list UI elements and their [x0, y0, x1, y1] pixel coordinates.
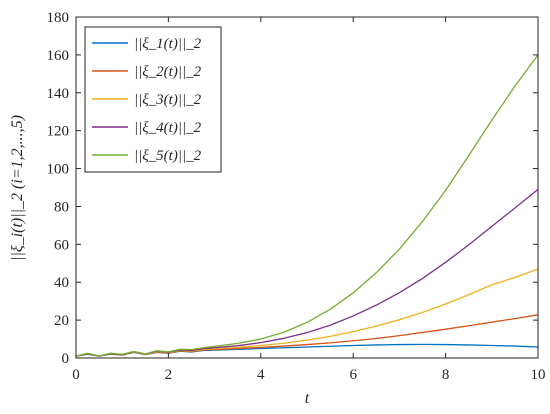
- y-tick-label: 100: [47, 162, 70, 178]
- y-tick-label: 0: [62, 351, 70, 367]
- y-tick-label: 180: [47, 10, 70, 26]
- y-tick-label: 120: [47, 124, 70, 140]
- y-tick-label: 20: [54, 313, 69, 329]
- ticks: [75, 16, 539, 359]
- y-axis-title: ||ξ_i(t)||_2 (i=1,2,...,5): [9, 115, 26, 261]
- x-tick-label: 0: [72, 367, 80, 383]
- legend-label: ||ξ_3(t)||_2: [134, 92, 202, 108]
- plot-frame: [75, 16, 539, 359]
- series-line-3: [75, 268, 539, 357]
- y-tick-label: 80: [54, 199, 69, 215]
- x-tick-label: 8: [442, 367, 450, 383]
- x-tick-label: 2: [165, 367, 173, 383]
- y-tick-label: 40: [54, 275, 69, 291]
- series-line-4: [75, 188, 539, 357]
- y-tick-label: 160: [47, 48, 70, 64]
- x-tick-label: 6: [349, 367, 357, 383]
- x-axis-title: t: [305, 390, 310, 407]
- series-line-5: [75, 54, 539, 357]
- legend-label: ||ξ_1(t)||_2: [134, 36, 202, 52]
- plot-lines: [75, 54, 539, 357]
- legend-label: ||ξ_4(t)||_2: [134, 120, 202, 136]
- legend-label: ||ξ_2(t)||_2: [134, 64, 202, 80]
- x-tick-label: 10: [531, 367, 546, 383]
- x-tick-label: 4: [257, 367, 265, 383]
- y-tick-label: 140: [47, 86, 70, 102]
- y-tick-label: 60: [54, 237, 69, 253]
- legend-label: ||ξ_5(t)||_2: [134, 148, 202, 164]
- legend: ||ξ_1(t)||_2 ||ξ_2(t)||_2 ||ξ_3(t)||_2 ||ξ_…: [84, 26, 222, 173]
- series-line-2: [75, 314, 539, 357]
